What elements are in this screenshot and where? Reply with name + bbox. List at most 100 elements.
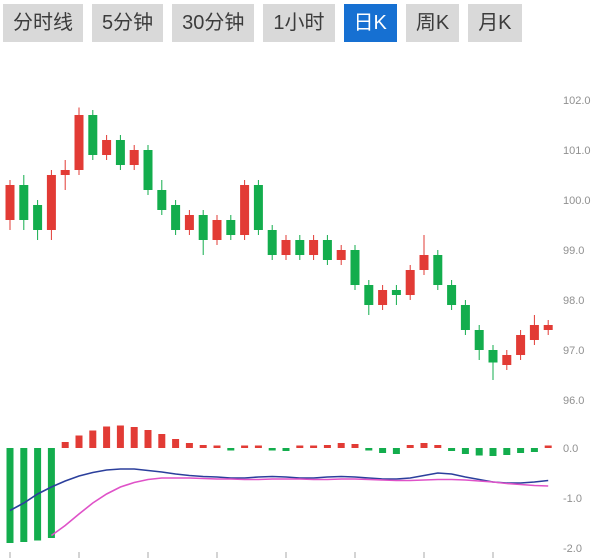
tab-daily-k[interactable]: 日K [343, 4, 397, 42]
candle-body [198, 215, 208, 240]
macd-bar [517, 448, 525, 453]
candle-body [171, 205, 181, 230]
candle-body [336, 250, 346, 260]
y-axis-label: 98.0 [563, 295, 584, 307]
dif-line [9, 468, 549, 512]
macd-bar [503, 448, 511, 455]
macd-bar [420, 443, 428, 448]
candle-body [33, 205, 43, 230]
candle-body [350, 250, 360, 285]
candle-body [226, 220, 236, 235]
macd-bar [296, 445, 304, 448]
y-axis-label: -1.0 [563, 493, 582, 505]
tab-monthly-k[interactable]: 月K [468, 4, 522, 42]
macd-bar [268, 448, 276, 451]
tab-5min[interactable]: 5分钟 [92, 4, 164, 42]
candle-body [543, 325, 553, 330]
y-axis-label: 0.0 [563, 443, 578, 455]
tab-30min[interactable]: 30分钟 [172, 4, 255, 42]
macd-bar [75, 435, 83, 448]
tab-timeline[interactable]: 分时线 [3, 4, 83, 42]
macd-bar [365, 448, 373, 451]
macd-bar [213, 445, 221, 448]
y-axis-label: 97.0 [563, 345, 584, 357]
macd-bar [199, 445, 207, 448]
macd-bar [89, 430, 97, 448]
macd-bar [434, 445, 442, 448]
candle-body [488, 350, 498, 363]
y-axis-label: 101.0 [563, 145, 591, 157]
tab-weekly-k[interactable]: 周K [405, 4, 460, 42]
macd-bar [310, 445, 318, 448]
candle-body [157, 190, 167, 210]
macd-bar [172, 439, 180, 448]
candle-body [391, 290, 401, 295]
macd-bar [351, 444, 359, 448]
candle-body [460, 305, 470, 330]
candle-body [46, 175, 56, 230]
candle-body [184, 215, 194, 230]
candle-body [309, 240, 319, 255]
macd-bar [241, 445, 249, 448]
timeframe-tabbar: 分时线 5分钟 30分钟 1小时 日K 周K 月K [3, 4, 522, 42]
candle-body [295, 240, 305, 255]
candle-body [502, 355, 512, 365]
y-axis-label: 102.0 [563, 95, 591, 107]
candle-body [378, 290, 388, 305]
macd-bar [61, 442, 69, 448]
candle-body [240, 185, 250, 235]
macd-bar [379, 448, 387, 453]
macd-bar [20, 448, 28, 542]
macd-bar [158, 434, 166, 448]
macd-bar [254, 445, 262, 448]
macd-bar [323, 445, 331, 448]
macd-bar [185, 443, 193, 448]
candle-body [447, 285, 457, 305]
candle-body [5, 185, 15, 220]
macd-bar [475, 448, 483, 456]
macd-bar [103, 426, 111, 448]
candle-body [143, 150, 153, 190]
candle-body [19, 185, 29, 220]
macd-bar [530, 448, 538, 452]
macd-bar [130, 427, 138, 448]
macd-bar [282, 448, 290, 451]
candle-body [281, 240, 291, 255]
candle-body [102, 140, 112, 155]
macd-bar [392, 448, 400, 454]
macd-bar [544, 445, 552, 448]
dea-line [50, 477, 549, 537]
y-axis-label: 100.0 [563, 195, 591, 207]
tab-1hour[interactable]: 1小时 [263, 4, 335, 42]
macd-bar [144, 430, 152, 448]
macd-bar [489, 448, 497, 456]
candle-body [364, 285, 374, 305]
macd-bar [461, 448, 469, 454]
macd-bar [116, 425, 124, 448]
candle-body [115, 140, 125, 165]
macd-bar [47, 448, 55, 538]
candle-body [267, 230, 277, 255]
candle-body [253, 185, 263, 230]
candle-body [74, 115, 84, 170]
macd-bar [406, 445, 414, 448]
macd-bar [6, 448, 14, 543]
candle-body [419, 255, 429, 270]
macd-bar [448, 448, 456, 451]
candle-body [433, 255, 443, 285]
macd-bar [227, 448, 235, 451]
y-axis-label: -2.0 [563, 543, 582, 555]
candle-body [529, 325, 539, 340]
candle-body [60, 170, 70, 175]
y-axis-label: 96.0 [563, 395, 584, 407]
macd-bar [337, 443, 345, 448]
candle-body [516, 335, 526, 355]
candle-body [322, 240, 332, 260]
y-axis-label: 99.0 [563, 245, 584, 257]
candle-body [474, 330, 484, 350]
candle-body [88, 115, 98, 155]
candle-body [405, 270, 415, 295]
candle-body [129, 150, 139, 165]
